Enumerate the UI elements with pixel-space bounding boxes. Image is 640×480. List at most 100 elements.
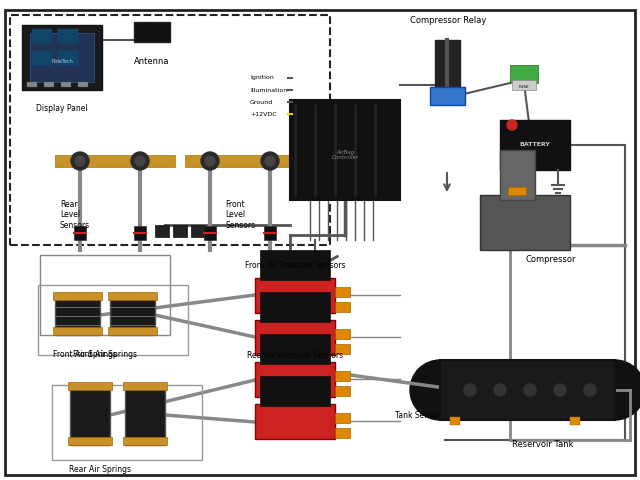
Text: Reservoir Tank: Reservoir Tank <box>512 440 573 449</box>
Text: Compressor: Compressor <box>525 255 575 264</box>
Bar <box>110 295 155 335</box>
Bar <box>27 82 37 87</box>
Circle shape <box>135 156 145 166</box>
Bar <box>134 226 146 240</box>
Circle shape <box>71 152 89 170</box>
Bar <box>52 385 202 460</box>
Bar <box>185 155 305 167</box>
Bar <box>108 327 157 335</box>
Bar <box>58 29 78 43</box>
Bar <box>78 82 88 87</box>
Bar <box>70 385 110 445</box>
Bar <box>260 334 330 364</box>
Bar <box>30 33 94 82</box>
Text: Antenna: Antenna <box>134 57 170 66</box>
Bar <box>335 344 350 354</box>
Circle shape <box>201 152 219 170</box>
Text: AirBag
Controller: AirBag Controller <box>332 150 358 160</box>
Bar <box>512 80 536 90</box>
Bar <box>53 327 102 335</box>
Bar <box>260 376 330 406</box>
Bar <box>44 82 54 87</box>
Text: Ground: Ground <box>250 99 273 105</box>
Bar <box>68 382 112 390</box>
Bar <box>335 329 350 339</box>
Text: RideTech: RideTech <box>51 59 73 64</box>
Bar <box>335 287 350 297</box>
Text: BATTERY: BATTERY <box>520 143 550 147</box>
Bar <box>500 120 570 170</box>
Circle shape <box>410 360 470 420</box>
Circle shape <box>524 384 536 396</box>
Bar <box>123 382 167 390</box>
Bar <box>125 385 165 445</box>
Bar <box>38 285 188 355</box>
Bar <box>335 386 350 396</box>
Text: RearAir Pressure Sensors: RearAir Pressure Sensors <box>247 351 343 360</box>
Bar <box>335 371 350 381</box>
Text: Front Air Springs: Front Air Springs <box>53 350 117 359</box>
Circle shape <box>205 156 215 166</box>
Bar <box>32 51 52 65</box>
Text: Display Panel: Display Panel <box>36 104 88 113</box>
Text: Tank Sensor: Tank Sensor <box>395 410 441 420</box>
Text: Front
Level
Sensors: Front Level Sensors <box>225 200 255 230</box>
Bar <box>255 404 335 439</box>
Text: FUSE: FUSE <box>518 85 529 89</box>
Bar <box>123 437 167 445</box>
Bar <box>264 226 276 240</box>
Bar <box>255 320 335 355</box>
Bar <box>570 417 580 425</box>
Bar <box>55 155 175 167</box>
Circle shape <box>494 384 506 396</box>
Text: Front Air Pressure Sensors: Front Air Pressure Sensors <box>244 261 345 270</box>
Bar <box>32 29 52 43</box>
Circle shape <box>584 384 596 396</box>
Text: Compressor Relay: Compressor Relay <box>410 16 486 25</box>
Bar <box>53 292 102 300</box>
Bar <box>155 225 169 237</box>
Bar <box>191 225 205 237</box>
Text: Illumination: Illumination <box>250 87 287 93</box>
Circle shape <box>75 156 85 166</box>
Bar <box>40 255 170 335</box>
Circle shape <box>464 384 476 396</box>
Bar <box>290 100 400 200</box>
Bar <box>440 360 615 420</box>
Bar <box>255 362 335 397</box>
Bar <box>335 428 350 438</box>
Circle shape <box>131 152 149 170</box>
Bar <box>255 278 335 313</box>
Bar <box>480 195 570 250</box>
Bar <box>108 292 157 300</box>
Bar <box>10 15 330 245</box>
Bar <box>58 51 78 65</box>
Bar <box>68 437 112 445</box>
Text: Rear
Level
Sensors: Rear Level Sensors <box>60 200 90 230</box>
Bar <box>335 302 350 312</box>
Bar <box>55 295 100 335</box>
Bar <box>134 22 170 42</box>
Bar <box>430 87 465 105</box>
Bar <box>450 417 460 425</box>
Circle shape <box>585 360 640 420</box>
Text: Ignition: Ignition <box>250 75 274 81</box>
Bar <box>22 25 102 90</box>
Bar <box>173 225 187 237</box>
Bar <box>500 150 535 200</box>
Circle shape <box>265 156 275 166</box>
Text: Rear Air Springs: Rear Air Springs <box>69 465 131 474</box>
Circle shape <box>507 120 517 130</box>
Text: Front Air Springs: Front Air Springs <box>73 350 137 359</box>
Bar <box>510 65 538 83</box>
Circle shape <box>261 152 279 170</box>
Bar <box>335 413 350 423</box>
Bar <box>260 250 330 280</box>
Bar <box>260 292 330 322</box>
Bar <box>61 82 71 87</box>
Bar <box>74 226 86 240</box>
Circle shape <box>554 384 566 396</box>
Bar <box>204 226 216 240</box>
Bar <box>435 40 460 90</box>
Text: +12VDC: +12VDC <box>250 111 276 117</box>
